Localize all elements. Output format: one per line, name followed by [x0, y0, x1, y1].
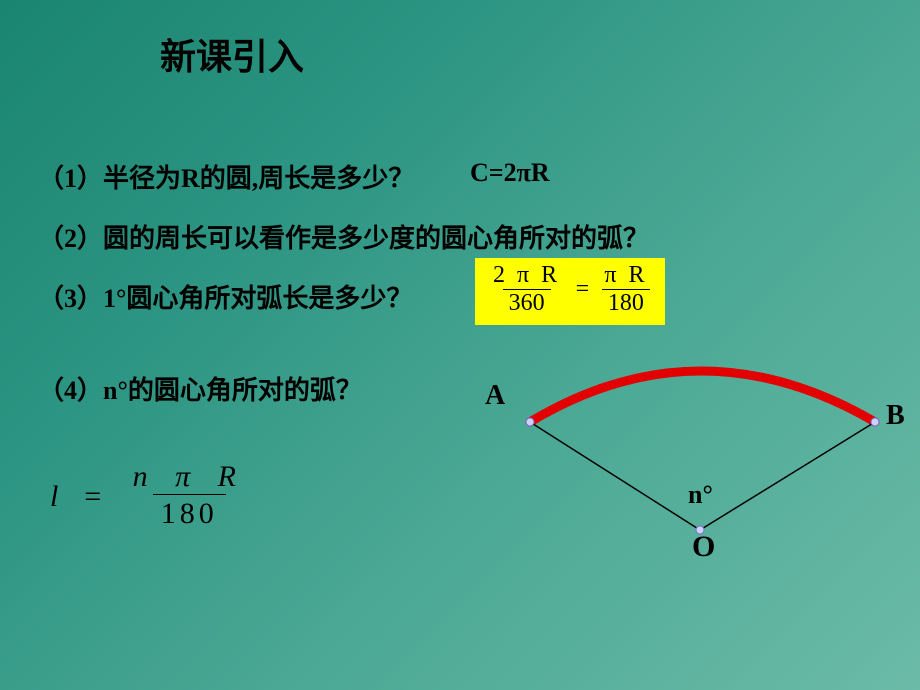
fraction-right-num: π R — [598, 262, 653, 289]
label-n-degree: n° — [688, 480, 713, 510]
line-OB — [700, 422, 875, 530]
point-A — [526, 418, 534, 426]
arc-diagram — [480, 360, 900, 590]
label-A: A — [485, 380, 505, 412]
equals-sign: = — [574, 276, 590, 303]
main-formula: l = n π R 180 — [50, 460, 252, 533]
fraction-right-den: 180 — [602, 289, 650, 317]
formula-q3: 2 π R 360 = π R 180 — [475, 258, 665, 325]
fraction-left-den: 360 — [503, 289, 551, 317]
line-OA — [530, 422, 700, 530]
slide-title: 新课引入 — [160, 28, 304, 80]
answer-1: C=2πR — [470, 158, 550, 188]
fraction-right: π R 180 — [598, 262, 653, 317]
formula-num: n π R — [127, 460, 252, 494]
formula-eq: = — [82, 480, 102, 514]
question-2: （2）圆的周长可以看作是多少度的圆心角所对的弧？ — [38, 218, 649, 255]
label-B: B — [886, 400, 905, 432]
question-4: （4）n°的圆心角所对的弧？ — [38, 370, 362, 407]
label-O: O — [692, 530, 715, 564]
formula-lhs: l — [50, 480, 58, 514]
point-B — [871, 418, 879, 426]
question-1: （1）半径为R的圆,周长是多少？ — [38, 158, 414, 195]
fraction-left-num: 2 π R — [487, 262, 566, 289]
fraction-left: 2 π R 360 — [487, 262, 566, 317]
formula-fraction: n π R 180 — [127, 460, 252, 533]
question-3: （3）1°圆心角所对弧长是多少？ — [38, 278, 412, 315]
arc-path — [530, 371, 875, 422]
formula-den: 180 — [153, 494, 226, 533]
